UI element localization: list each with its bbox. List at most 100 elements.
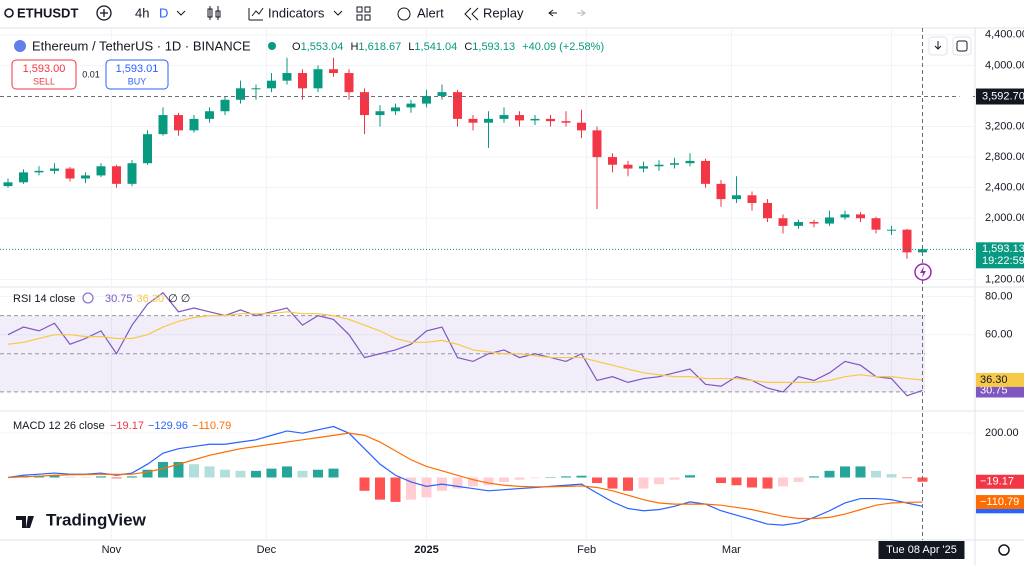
y-tick-label: 200.00: [985, 427, 1019, 439]
candle-body: [685, 160, 695, 164]
x-tick-label: Mar: [722, 544, 741, 556]
candle-body: [96, 166, 106, 176]
h-value: 1,618.67: [358, 41, 401, 53]
symbol[interactable]: ETHUSDT: [17, 5, 78, 20]
macd-histogram-bar: [638, 477, 649, 489]
macd-histogram-bar: [111, 477, 122, 479]
candle-body: [577, 122, 586, 131]
change: +40.09 (+2.58%): [522, 41, 604, 53]
alert-icon[interactable]: [397, 7, 411, 21]
interval[interactable]: 4h: [135, 5, 149, 20]
settings-icon[interactable]: [998, 544, 1010, 556]
candle-body: [3, 182, 13, 187]
macd-histogram-bar: [251, 470, 261, 478]
undo[interactable]: [548, 9, 557, 17]
rsi-tag: 30.75: [980, 384, 1008, 396]
macd-legend-value: −110.79: [192, 420, 231, 432]
macd-histogram-bar: [220, 469, 230, 478]
macd-histogram-bar: [576, 475, 587, 478]
x-tick-label: Nov: [102, 544, 122, 556]
y-tick-label: 1,200.00: [985, 273, 1024, 285]
macd-histogram-bar: [127, 476, 137, 478]
indicators[interactable]: Indicators: [268, 5, 325, 20]
interval-alt[interactable]: D: [159, 5, 168, 20]
candle-body: [313, 69, 323, 89]
candle-body: [871, 218, 881, 230]
interval-caret[interactable]: [176, 10, 186, 16]
chart-type-icon[interactable]: [207, 6, 221, 20]
macd-histogram-bar: [871, 470, 881, 478]
x-tick-label: Dec: [257, 544, 277, 556]
plot: [0, 28, 975, 540]
rsi-title: RSI 14 close: [13, 293, 75, 305]
macd-line: [7, 432, 923, 520]
candle-body: [34, 170, 44, 173]
search-icon[interactable]: [4, 8, 14, 18]
candle-body: [251, 88, 261, 90]
macd-histogram-bar: [375, 477, 385, 500]
add-symbol[interactable]: [96, 5, 112, 21]
macd-histogram-bar: [173, 461, 184, 478]
macd-hist-tag-bg: [976, 474, 1024, 489]
candle-body: [468, 118, 478, 123]
replay-icon[interactable]: [464, 7, 479, 21]
macd-histogram-bar: [313, 469, 323, 478]
candle-body: [174, 115, 183, 131]
macd-histogram-bar: [468, 477, 478, 487]
rsi-line: [7, 291, 923, 397]
macd-histogram-bar: [282, 466, 292, 478]
buy-button[interactable]: [105, 59, 169, 90]
candle-body: [701, 160, 710, 184]
x-tick-label: 2025: [414, 544, 438, 556]
candle-body: [422, 95, 431, 104]
layout-icon[interactable]: [356, 6, 371, 21]
sell-label[interactable]: SELL: [33, 76, 55, 86]
rsi-settings[interactable]: [82, 292, 94, 304]
candle-body: [360, 92, 369, 116]
candle-body: [887, 229, 896, 231]
macd-histogram-bar: [762, 477, 773, 489]
rsi-legend-value: 30.75: [105, 293, 133, 305]
indicators-caret[interactable]: [333, 10, 343, 16]
candle-body: [530, 118, 540, 121]
y-tick-label: 2,400.00: [985, 182, 1024, 194]
y-tick-label: 4,400.00: [985, 29, 1024, 41]
maximize-button[interactable]: [952, 36, 972, 56]
candle-body: [484, 118, 493, 123]
macd-histogram-bar: [669, 477, 680, 480]
macd-histogram-bar: [49, 475, 60, 478]
macd-histogram-bar: [902, 477, 912, 479]
scroll-icon: [934, 41, 942, 50]
macd-histogram-bar: [530, 477, 540, 479]
y-tick-label: 4,000.00: [985, 59, 1024, 71]
buy-label[interactable]: BUY: [128, 76, 147, 86]
sell-button[interactable]: [11, 59, 77, 90]
candle-body: [143, 134, 152, 164]
market-status: [268, 42, 276, 50]
crosshair-price: 3,592.70: [982, 90, 1024, 102]
y-tick-label: 2,000.00: [985, 212, 1024, 224]
macd-legend-value: −129.96: [148, 420, 188, 432]
candle-body: [716, 183, 726, 200]
candle-body: [654, 164, 664, 167]
rsi-legend-value: 36.30: [137, 293, 165, 305]
sell-price[interactable]: 1,593.00: [23, 63, 66, 75]
candle-body: [515, 115, 524, 121]
indicators-icon[interactable]: [248, 7, 264, 21]
macd-histogram-bar: [592, 477, 602, 484]
candle-body: [112, 166, 121, 184]
buy-price[interactable]: 1,593.01: [116, 63, 159, 75]
candle-body: [902, 229, 912, 253]
candle-body: [81, 175, 90, 179]
candle-body: [205, 111, 214, 119]
macd-histogram-bar: [623, 477, 633, 491]
replay[interactable]: Replay: [483, 5, 524, 20]
candle-body: [236, 88, 245, 100]
candle-body: [778, 218, 788, 226]
redo[interactable]: [577, 9, 586, 17]
candle-body: [453, 92, 462, 119]
chart-title: Ethereum / TetherUS · 1D · BINANCE: [32, 38, 251, 53]
candle-body: [499, 115, 509, 119]
alert[interactable]: Alert: [417, 5, 444, 20]
macd-histogram-bar: [824, 470, 835, 478]
